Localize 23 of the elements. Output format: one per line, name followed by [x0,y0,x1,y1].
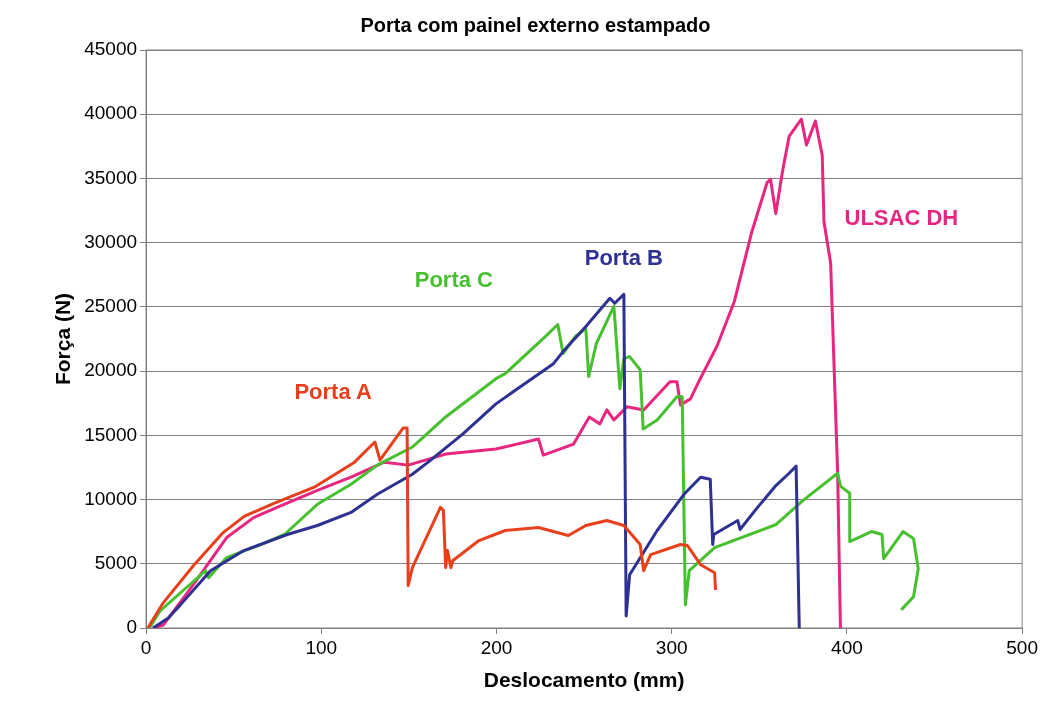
text: Porta C [414,267,494,293]
y-tick-label: 5000 [94,552,138,574]
series-label: ULSAC DH [844,205,959,231]
y-tick-label: 25000 [84,295,138,317]
y-tick-label: 20000 [84,359,138,381]
x-tick-label: 0 [140,636,152,658]
x-tick-label: 200 [480,636,513,658]
x-tick-label: 400 [831,636,863,658]
x-tick-label: 300 [655,636,688,658]
y-tick-label: 30000 [84,230,138,252]
series-label: Porta A [294,379,372,405]
y-tick-label: 40000 [84,102,138,124]
series-label: Porta B [584,245,663,271]
y-axis-title: Força (N) [51,292,75,386]
y-tick-label: 45000 [84,38,138,60]
x-tick-label: 100 [305,636,338,658]
y-tick-label: 15000 [84,423,138,445]
chart-title: Porta com painel externo estampado [360,13,711,36]
x-axis-title: Deslocamento (mm) [483,668,685,692]
y-tick-label: 0 [126,616,138,638]
y-tick-label: 10000 [84,487,138,509]
y-tick-label: 35000 [84,166,138,188]
x-tick-label: 500 [1006,636,1038,658]
